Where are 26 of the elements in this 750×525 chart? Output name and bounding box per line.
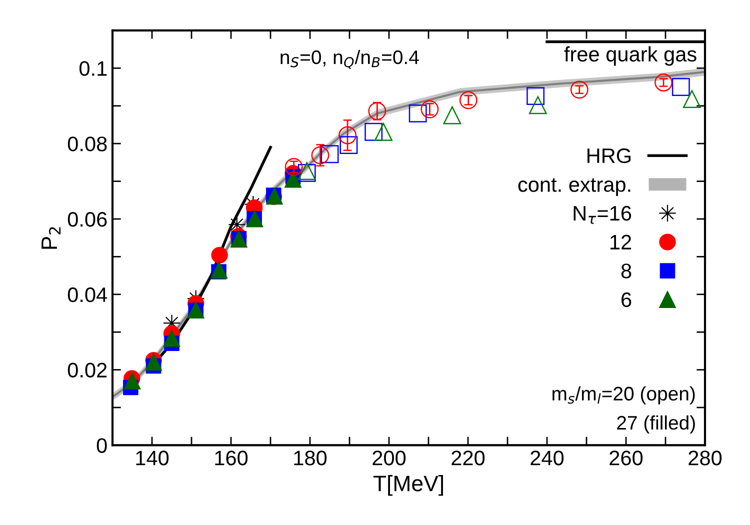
x-tick-label: 240 — [530, 450, 564, 466]
y-tick-label: 0 — [96, 438, 107, 453]
y-tick-label: 0.02 — [68, 362, 107, 378]
legend-label: 12 — [610, 234, 632, 250]
x-tick-label: 180 — [294, 450, 327, 466]
y-tick-label: 0.1 — [79, 61, 107, 76]
x-tick-label: 140 — [136, 450, 169, 466]
annotation: 27 (filled) — [617, 415, 695, 434]
x-tick-label: 200 — [372, 450, 406, 466]
x-tick-label: 160 — [215, 450, 248, 466]
legend-label: HRG — [587, 148, 631, 164]
y-tick-label: 0.04 — [68, 287, 108, 302]
legend-label: cont. extrap. — [518, 178, 630, 196]
legend-label: free quark gas — [564, 46, 696, 66]
annotation: m$_{s}$/m$_{l}$=20 (open) — [552, 386, 695, 404]
x-tick-label: 260 — [610, 450, 643, 466]
legend-label: 6 — [622, 292, 632, 308]
legend-label: N$_{τ}$=16 — [574, 206, 632, 224]
y-tick-label: 0.08 — [68, 136, 107, 152]
y-tick-label: 0.06 — [68, 212, 107, 227]
y-axis-title: P$_{2}$ — [42, 227, 61, 249]
x-tick-label: 220 — [452, 450, 485, 466]
x-axis-title: T[MeV] — [373, 475, 443, 496]
x-tick-label: 280 — [688, 450, 722, 466]
annotation: n$_{S}$=0, n$_{Q}$/n$_{B}$=0.4 — [280, 50, 419, 69]
legend-label: 8 — [621, 264, 632, 278]
